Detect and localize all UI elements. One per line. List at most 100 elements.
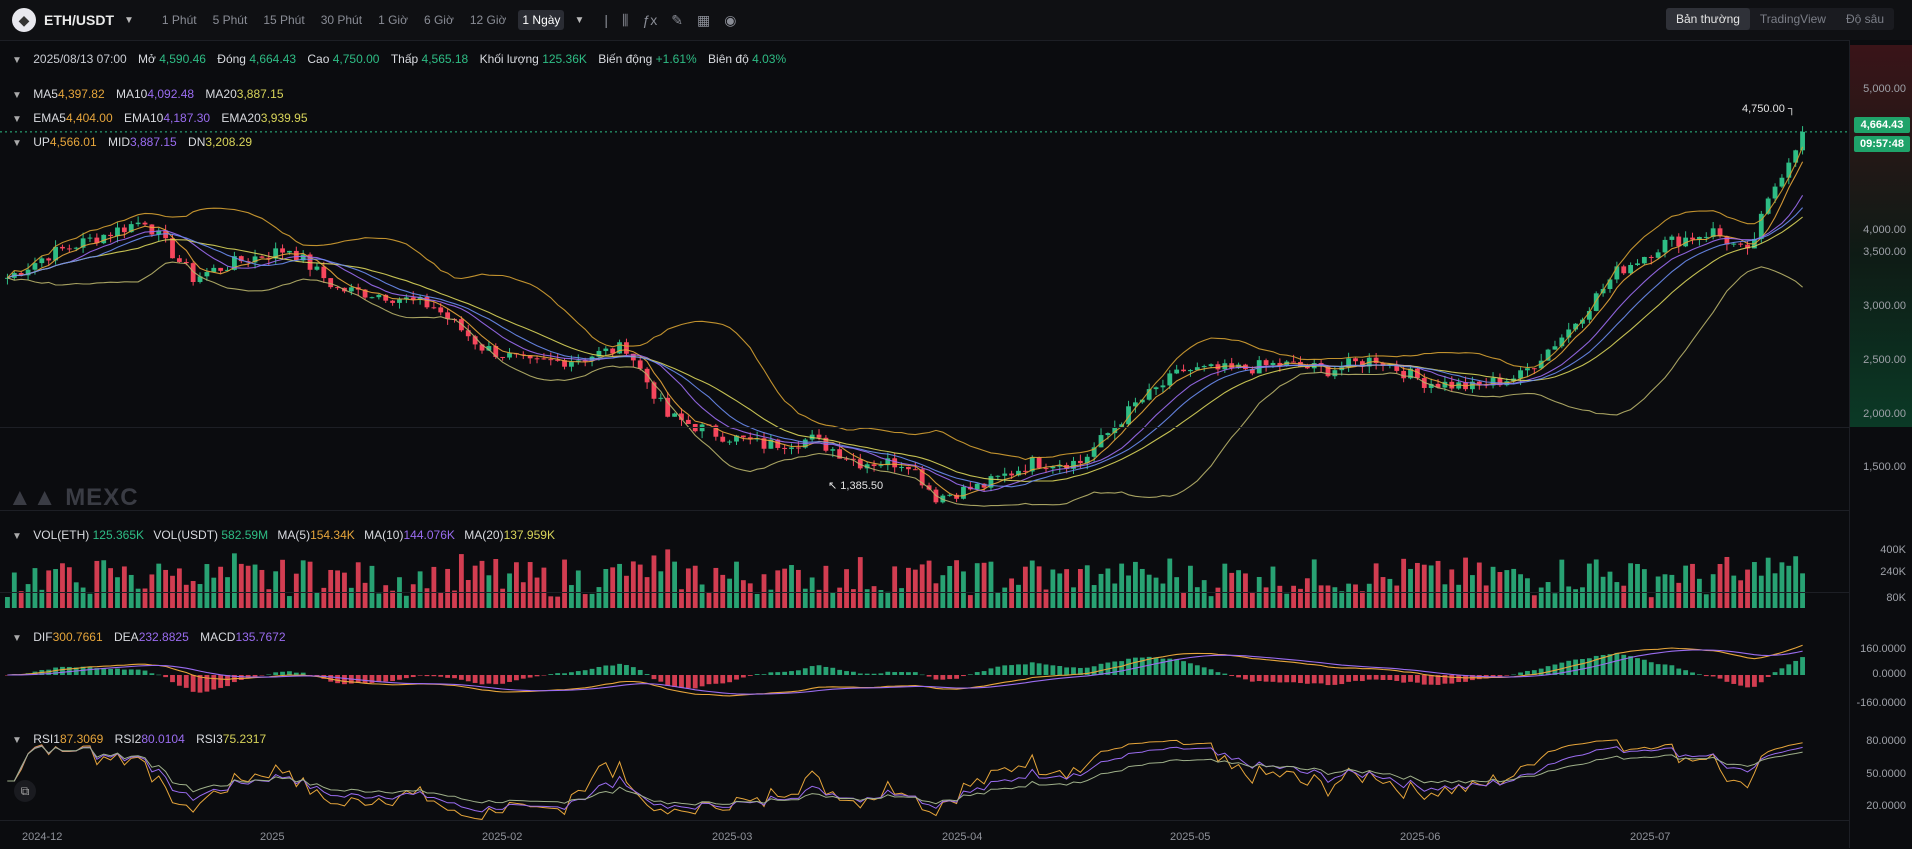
tf-6h[interactable]: 6 Giờ xyxy=(423,13,454,27)
candle-body xyxy=(390,300,396,303)
candle-body xyxy=(149,224,155,235)
pair-selector[interactable]: ETH/USDT xyxy=(44,12,114,28)
volume-bar xyxy=(1359,591,1365,608)
tf-1h[interactable]: 1 Giờ xyxy=(378,13,408,27)
collapse-chevron-icon[interactable]: ▼ xyxy=(12,55,22,66)
price-chart[interactable] xyxy=(0,40,1850,820)
macd-histogram-bar xyxy=(149,673,155,675)
candle-body xyxy=(493,346,499,357)
macd-histogram-bar xyxy=(355,675,361,683)
volume-bar xyxy=(1366,583,1372,608)
watermark-text: MEXC xyxy=(65,484,139,511)
view-depth[interactable]: Độ sâu xyxy=(1845,12,1884,26)
macd-histogram-bar xyxy=(1449,675,1455,684)
tf-5m[interactable]: 5 Phút xyxy=(212,13,248,27)
view-standard[interactable]: Bản thường xyxy=(1665,8,1750,30)
candle-body xyxy=(1772,186,1778,199)
macd-histogram-bar xyxy=(912,672,918,675)
volume-bar xyxy=(342,572,347,608)
macd-histogram-bar xyxy=(1222,673,1228,675)
chevron-down-icon[interactable]: ▼ xyxy=(124,14,134,26)
volume-bar xyxy=(1112,583,1118,608)
candle-body xyxy=(1470,381,1475,390)
volume-bar xyxy=(981,562,987,608)
macd-histogram-bar xyxy=(1311,675,1317,684)
volume-bar xyxy=(1208,596,1214,608)
candle-type-icon[interactable]: ⫼ xyxy=(621,11,629,28)
volume-bar xyxy=(479,560,485,608)
volume-bar xyxy=(582,594,588,608)
candle-body xyxy=(1428,383,1434,388)
collapse-chevron-icon[interactable]: ▼ xyxy=(12,90,22,101)
volume-bar xyxy=(500,588,506,608)
macd-histogram-bar xyxy=(1793,660,1799,675)
candle-body xyxy=(204,272,210,277)
volume-bar xyxy=(1346,583,1352,608)
macd-histogram-bar xyxy=(1380,675,1386,680)
collapse-chevron-icon[interactable]: ▼ xyxy=(12,531,22,542)
macd-histogram-bar xyxy=(747,675,753,676)
rsi2-value: 80.0104 xyxy=(141,732,185,746)
macd-histogram-bar xyxy=(1249,675,1255,682)
timeframe-dropdown-icon[interactable]: ▼ xyxy=(574,14,585,26)
volume-bar xyxy=(1793,556,1799,608)
ma-legend: ▼ MA54,397.82 MA104,092.48 MA203,887.15 xyxy=(12,87,284,101)
pane-divider-volume[interactable] xyxy=(0,427,1850,428)
layers-toggle-icon[interactable]: ⧉ xyxy=(14,780,36,802)
macd-histogram-bar xyxy=(1284,675,1290,683)
volume-bar xyxy=(1181,591,1186,608)
candle-body xyxy=(252,256,258,263)
view-tradingview[interactable]: TradingView xyxy=(1759,12,1826,26)
pane-divider-rsi[interactable] xyxy=(0,592,1850,593)
volume-bar xyxy=(1291,585,1297,608)
macd-histogram-bar xyxy=(761,674,767,675)
macd-histogram-bar xyxy=(1077,667,1083,675)
rsi3-value: 75.2317 xyxy=(222,732,267,746)
tf-30m[interactable]: 30 Phút xyxy=(320,13,363,27)
rsi1-label: RSI1 xyxy=(33,732,60,746)
macd-histogram-bar xyxy=(465,675,471,682)
pane-divider-macd[interactable] xyxy=(0,510,1850,511)
volume-bar xyxy=(1229,572,1235,608)
volume-bar xyxy=(1635,563,1640,608)
macd-histogram-bar xyxy=(906,672,911,675)
tf-1m[interactable]: 1 Phút xyxy=(161,13,197,27)
volume-bar xyxy=(1724,556,1730,608)
macd-histogram-bar xyxy=(1738,675,1744,686)
tf-12h[interactable]: 12 Giờ xyxy=(469,13,507,27)
candle-body xyxy=(424,296,430,308)
draw-pen-icon[interactable]: ✎ xyxy=(671,11,683,28)
collapse-chevron-icon[interactable]: ▼ xyxy=(12,633,22,644)
indicators-icon[interactable]: ƒx xyxy=(642,12,658,28)
collapse-chevron-icon[interactable]: ▼ xyxy=(12,114,22,125)
macd-histogram-bar xyxy=(1628,656,1634,675)
macd-histogram-bar xyxy=(1174,659,1180,675)
macd-histogram-bar xyxy=(892,672,898,675)
eth-logo-icon: ◆ xyxy=(12,8,36,32)
macd-histogram-bar xyxy=(1084,667,1090,675)
tf-1d[interactable]: 1 Ngày xyxy=(518,10,565,30)
candle-body xyxy=(878,465,884,467)
candle-body xyxy=(46,258,52,261)
macd-histogram-bar xyxy=(610,665,616,675)
candle-body xyxy=(108,234,114,237)
candle-body xyxy=(307,254,313,270)
candle-body xyxy=(1201,366,1207,368)
layout-grid-icon[interactable]: ▦ xyxy=(696,11,711,28)
screenshot-camera-icon[interactable]: ◉ xyxy=(724,11,737,28)
candle-body xyxy=(293,250,299,261)
candle-body xyxy=(1126,406,1131,425)
macd-histogram-bar xyxy=(644,674,650,675)
collapse-chevron-icon[interactable]: ▼ xyxy=(12,138,22,149)
tf-15m[interactable]: 15 Phút xyxy=(263,13,305,27)
volume-bar xyxy=(1772,573,1778,608)
volume-bar xyxy=(596,587,602,608)
macd-histogram-bar xyxy=(1346,675,1352,682)
candle-body xyxy=(885,458,891,466)
volume-bar xyxy=(1036,566,1042,608)
price-tick: 4,000.00 xyxy=(1863,224,1906,236)
collapse-chevron-icon[interactable]: ▼ xyxy=(12,735,22,746)
price-tick: 3,000.00 xyxy=(1863,300,1906,312)
volume-bar xyxy=(1105,568,1111,608)
boll-dn-label: DN xyxy=(188,135,206,149)
